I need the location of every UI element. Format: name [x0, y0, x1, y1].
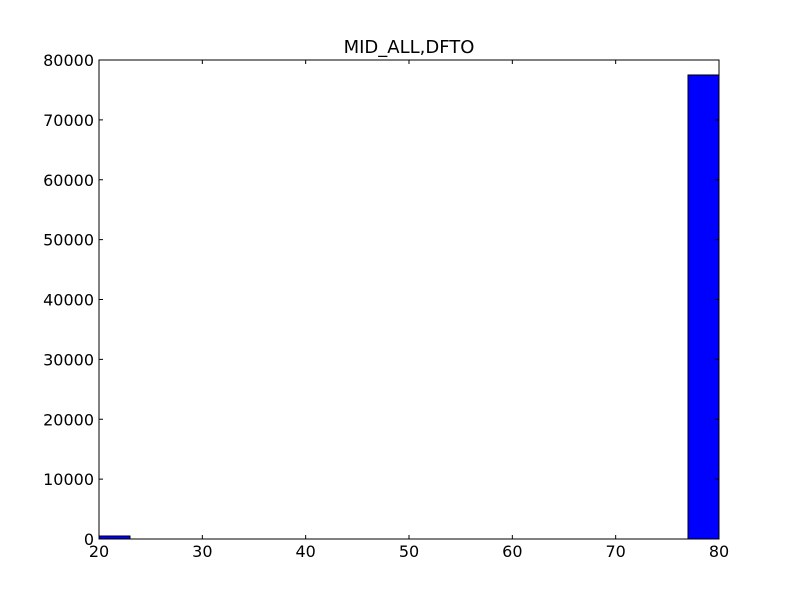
y-tick-label-8: 80000	[43, 51, 94, 70]
y-tick-label-7: 70000	[43, 111, 94, 130]
y-tick-label-5: 50000	[43, 231, 94, 250]
x-tick-label-0: 20	[89, 542, 109, 561]
x-tick-label-4: 60	[502, 542, 522, 561]
x-tick-label-3: 50	[399, 542, 419, 561]
y-tick-label-0: 0	[84, 530, 94, 549]
x-tick-label-5: 70	[605, 542, 625, 561]
chart-title: MID_ALL,DFTO	[344, 37, 475, 58]
y-tick-label-1: 10000	[43, 470, 94, 489]
x-tick-label-6: 80	[709, 542, 729, 561]
y-tick-label-6: 60000	[43, 171, 94, 190]
histogram-bar-1	[687, 74, 720, 540]
axis-ticks: 20 30 40 50 60 70 80 0 10000 20000 30000 40000 50000…	[43, 51, 729, 561]
y-tick-label-3: 30000	[43, 350, 94, 369]
bars-group	[98, 74, 720, 540]
x-tick-label-2: 40	[295, 542, 315, 561]
y-tick-label-4: 40000	[43, 291, 94, 310]
plot-frame	[98, 59, 720, 540]
y-tick-label-2: 20000	[43, 410, 94, 429]
x-tick-label-1: 30	[192, 542, 212, 561]
